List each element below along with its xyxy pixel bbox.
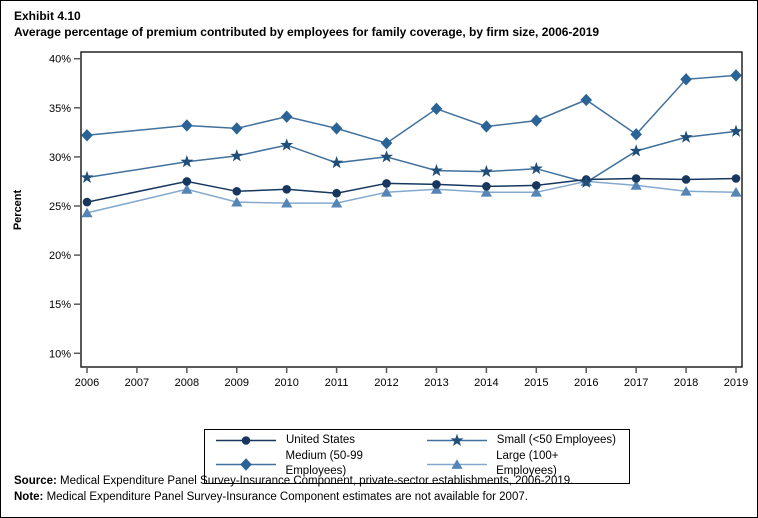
data-marker-circle	[482, 182, 491, 191]
legend-label: United States	[286, 434, 356, 446]
note-line: Note: Medical Expenditure Panel Survey-I…	[14, 489, 573, 505]
data-marker-star	[629, 144, 643, 157]
data-marker-diamond	[330, 122, 343, 135]
data-marker-star	[679, 130, 693, 143]
data-marker-star	[579, 175, 593, 188]
y-tick-label: 40%	[49, 54, 71, 66]
x-tick-label: 2013	[424, 377, 448, 389]
data-marker-triangle	[430, 184, 443, 194]
data-marker-star	[380, 150, 394, 163]
x-tick-label: 2019	[724, 377, 748, 389]
data-marker-triangle	[181, 184, 193, 194]
data-marker-triangle	[630, 180, 642, 190]
data-marker-star	[529, 161, 543, 175]
x-tick-label: 2016	[574, 377, 598, 389]
data-marker-triangle	[730, 187, 742, 197]
data-marker-diamond	[530, 114, 543, 127]
data-marker-circle	[432, 180, 441, 189]
data-marker-diamond	[230, 122, 243, 135]
data-marker-circle	[232, 186, 242, 196]
data-marker-triangle	[281, 197, 293, 208]
legend-label: Small (<50 Employees)	[496, 434, 616, 446]
data-marker-circle	[282, 185, 291, 194]
x-tick-label: 2017	[624, 377, 648, 389]
data-marker-star	[729, 124, 743, 137]
legend-marker-circle-icon	[216, 436, 276, 445]
data-marker-star	[80, 170, 94, 184]
x-tick-label: 2010	[274, 377, 298, 389]
data-marker-circle	[82, 197, 92, 207]
legend-marker-triangle-icon	[426, 458, 487, 469]
source-label: Source:	[14, 475, 57, 487]
data-marker-star	[429, 163, 443, 177]
data-marker-diamond	[430, 102, 443, 115]
y-tick-label: 15%	[49, 299, 71, 311]
data-marker-circle	[681, 175, 691, 184]
data-marker-circle	[731, 174, 741, 183]
data-marker-diamond	[630, 128, 642, 141]
x-tick-label: 2007	[125, 377, 149, 389]
x-tick-label: 2011	[325, 377, 349, 389]
data-marker-circle	[182, 177, 192, 186]
x-tick-label: 2014	[474, 377, 498, 389]
y-axis-label: Percent	[12, 189, 24, 230]
data-marker-triangle	[231, 196, 243, 207]
data-marker-triangle	[380, 187, 393, 197]
data-marker-diamond	[480, 120, 493, 133]
y-tick-label: 10%	[49, 348, 71, 360]
data-marker-star	[330, 155, 344, 169]
legend-label: Medium (50-99 Employees)	[285, 450, 363, 477]
data-marker-circle	[382, 179, 391, 188]
x-tick-label: 2009	[225, 377, 249, 389]
legend-item-triangle: Large (100+ Employees)	[426, 449, 621, 479]
data-marker-triangle	[81, 207, 93, 218]
data-marker-diamond	[81, 129, 93, 142]
x-tick-label: 2018	[674, 377, 698, 389]
data-marker-star	[280, 138, 294, 151]
data-marker-star	[479, 164, 493, 178]
data-marker-star	[180, 155, 194, 168]
legend-item-diamond: Medium (50-99 Employees)	[215, 449, 426, 479]
exhibit-label: Exhibit 4.10	[14, 9, 81, 23]
x-tick-label: 2008	[175, 377, 199, 389]
y-tick-label: 35%	[49, 103, 71, 115]
data-marker-diamond	[380, 136, 393, 150]
note-label: Note:	[14, 491, 44, 503]
data-marker-triangle	[480, 187, 492, 197]
data-marker-triangle	[530, 187, 542, 197]
note-text: Medical Expenditure Panel Survey-Insuran…	[43, 491, 528, 503]
y-tick-label: 25%	[49, 201, 71, 213]
data-marker-circle	[532, 181, 541, 190]
y-tick-label: 20%	[49, 250, 71, 262]
data-marker-diamond	[280, 110, 293, 123]
data-marker-triangle	[680, 186, 692, 196]
source-text: Medical Expenditure Panel Survey-Insuran…	[56, 475, 574, 487]
data-marker-diamond	[680, 73, 692, 86]
y-tick-label: 30%	[49, 152, 71, 164]
legend-label: Large (100+ Employees)	[496, 450, 559, 477]
data-marker-star	[230, 149, 244, 162]
chart-legend: United States Small (<50 Employees) Medium…	[204, 429, 630, 484]
x-tick-label: 2015	[524, 377, 548, 389]
source-line: Source: Medical Expenditure Panel Survey…	[14, 473, 573, 489]
data-marker-triangle	[331, 197, 343, 208]
x-tick-label: 2006	[75, 377, 99, 389]
data-marker-diamond	[580, 93, 593, 107]
data-marker-circle	[332, 188, 341, 198]
plot-area-border	[80, 51, 743, 368]
data-marker-diamond	[181, 119, 193, 132]
x-tick-label: 2012	[374, 377, 398, 389]
legend-marker-diamond-icon	[216, 457, 276, 471]
line-chart: 40% 35% 30% 25% 20% 15% 10% Percent 2006 2007 2008…	[12, 51, 748, 389]
legend-item-star: Small (<50 Employees)	[426, 433, 621, 448]
title-block: Exhibit 4.10 Average percentage of premi…	[14, 8, 599, 40]
legend-item-circle: United States	[215, 433, 426, 448]
data-marker-diamond	[730, 69, 742, 82]
data-marker-circle	[631, 174, 641, 183]
footer: Source: Medical Expenditure Panel Survey…	[14, 473, 573, 505]
legend-marker-star-icon	[426, 433, 487, 446]
chart-title: Average percentage of premium contribute…	[14, 25, 600, 39]
